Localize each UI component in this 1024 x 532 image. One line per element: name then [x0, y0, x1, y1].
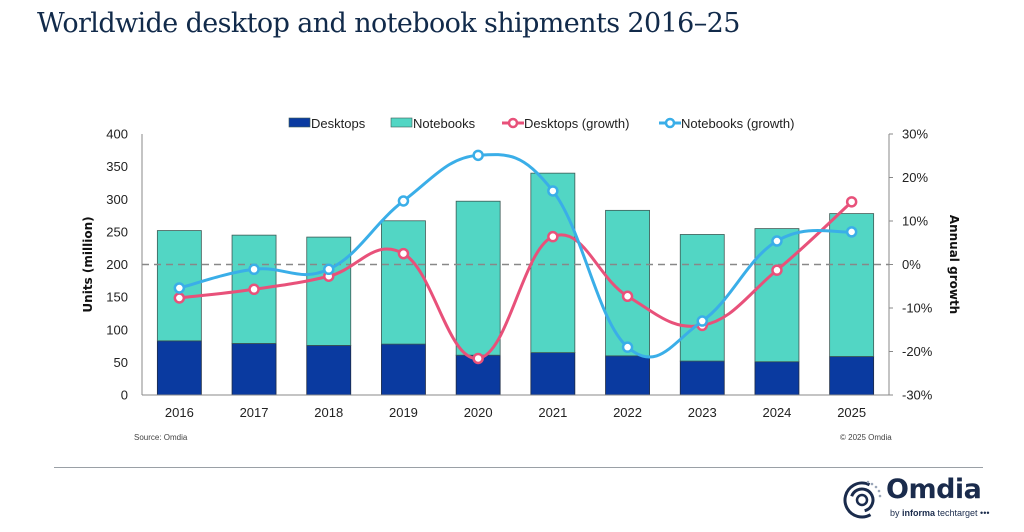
- legend-label: Notebooks: [413, 116, 476, 131]
- bar-notebooks-2020: [455, 200, 501, 356]
- bar-notebooks-2021: [530, 172, 576, 353]
- legend-marker-desktops-growth: [507, 117, 519, 129]
- bar-desktops-2023: [679, 360, 725, 396]
- bar-desktops-2016: [156, 340, 202, 396]
- omdia-logo-icon: [843, 480, 882, 519]
- y-tick-label: 0: [121, 388, 128, 403]
- bar-desktops-2021: [530, 352, 576, 396]
- notebooks-growth-point-2018: [323, 263, 335, 276]
- x-tick-label: 2023: [688, 405, 717, 420]
- desktops-growth-point-2020: [472, 352, 484, 365]
- bar-desktops-2017: [231, 343, 277, 396]
- desktops-growth-point-2021: [547, 230, 559, 243]
- x-tick-label: 2016: [165, 405, 194, 420]
- legend: Desktops Notebooks Desktops (growth) Notebo…: [288, 116, 794, 131]
- bar-desktops-2022: [605, 355, 650, 396]
- y2-tick-label: -10%: [902, 301, 933, 316]
- legend-label: Desktops: [311, 116, 366, 131]
- y-tick-label: 400: [106, 127, 128, 142]
- bar-desktops-2025: [829, 356, 875, 396]
- y2-tick-label: -30%: [902, 388, 933, 403]
- logo-wordmark: Omdia: [886, 474, 982, 505]
- logo-subtitle: by informa techtarget •••: [890, 508, 990, 518]
- legend-marker-notebooks-growth: [664, 117, 676, 129]
- desktops-growth-point-2016: [173, 292, 186, 304]
- desktops-growth-point-2025: [845, 196, 858, 208]
- notebooks-growth-point-2025: [845, 226, 858, 238]
- bars-layer: [156, 172, 875, 396]
- x-tick-label: 2017: [240, 405, 269, 420]
- x-tick-label: 2018: [314, 405, 343, 420]
- desktops-growth-point-2022: [621, 290, 634, 303]
- y-tick-label: 100: [106, 322, 128, 337]
- y-axis-title: Units (million): [81, 216, 95, 312]
- notebooks-growth-line: [178, 153, 852, 359]
- bar-notebooks-2023: [679, 234, 725, 362]
- chart-title: Worldwide desktop and notebook shipments…: [37, 8, 740, 39]
- y-tick-label: 50: [114, 355, 128, 370]
- legend-label: Desktops (growth): [524, 116, 629, 131]
- bar-notebooks-2019: [381, 220, 426, 345]
- notebooks-growth-point-2016: [173, 282, 186, 294]
- logo-techtarget: techtarget •••: [935, 508, 990, 518]
- x-tick-label: 2025: [837, 405, 866, 420]
- notebooks-growth-point-2024: [771, 235, 783, 247]
- bar-desktops-2019: [381, 343, 426, 396]
- notebooks-growth-point-2020: [472, 149, 484, 162]
- x-tick-label: 2019: [389, 405, 418, 420]
- y2-tick-label: 0%: [902, 257, 921, 272]
- x-tick-label: 2021: [538, 405, 567, 420]
- y2-tick-label: 10%: [902, 214, 928, 229]
- notebooks-growth-point-2019: [397, 195, 410, 207]
- desktops-growth-line: [179, 200, 853, 360]
- legend-swatch-desktops: [288, 117, 311, 128]
- bar-desktops-2018: [306, 345, 352, 396]
- desktops-growth-point-2017: [248, 283, 260, 296]
- desktops-growth-point-2024: [771, 264, 783, 276]
- desktops-growth-point-2019: [397, 247, 410, 260]
- bar-notebooks-2018: [306, 236, 352, 346]
- notebooks-growth-point-2021: [547, 185, 559, 197]
- legend-swatch-notebooks: [390, 117, 413, 128]
- y2-tick-label: -20%: [902, 344, 933, 359]
- y-tick-label: 300: [106, 192, 128, 207]
- omdia-logo: Omdia by informa techtarget •••: [842, 474, 992, 524]
- x-tick-label: 2020: [464, 405, 493, 420]
- y2-axis-title: Annual growth: [947, 215, 961, 314]
- notebooks-growth-point-2022: [621, 341, 634, 353]
- source-note: Source: Omdia: [134, 433, 188, 442]
- logo-by: by: [890, 508, 903, 518]
- logo-informa: informa: [902, 508, 936, 518]
- lines-layer: [173, 149, 858, 365]
- notebooks-growth-point-2017: [248, 263, 260, 276]
- x-tick-label: 2024: [762, 405, 791, 420]
- ticks-layer: 0 50 100 150 200 250 300 350 400 -30% -20% -10% 0% 10…: [81, 127, 961, 421]
- legend-label: Notebooks (growth): [681, 116, 794, 131]
- y-tick-label: 350: [106, 159, 128, 174]
- y-tick-label: 150: [106, 290, 128, 305]
- bar-desktops-2024: [754, 361, 800, 396]
- y-tick-label: 250: [106, 224, 128, 239]
- footer-divider: [54, 467, 983, 468]
- y2-tick-label: 30%: [902, 127, 928, 142]
- x-tick-label: 2022: [613, 405, 642, 420]
- chart: Desktops Notebooks Desktops (growth) Notebo…: [81, 116, 961, 421]
- y-tick-label: 200: [106, 257, 128, 272]
- notebooks-growth-point-2023: [696, 315, 708, 327]
- bar-notebooks-2024: [754, 228, 800, 363]
- y2-tick-label: 20%: [902, 170, 928, 185]
- copyright-note: © 2025 Omdia: [840, 433, 892, 442]
